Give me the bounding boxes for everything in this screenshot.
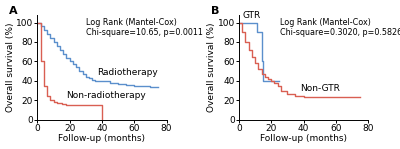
Text: Radiotherapy: Radiotherapy [97,68,158,77]
Text: GTR: GTR [242,11,260,20]
Y-axis label: Overall survival (%): Overall survival (%) [6,22,14,112]
Text: Non-radiotherapy: Non-radiotherapy [66,91,146,100]
Text: Log Rank (Mantel-Cox)
Chi-square=0.3020, p=0.5826: Log Rank (Mantel-Cox) Chi-square=0.3020,… [280,18,400,37]
Text: B: B [210,6,219,16]
Text: Non-GTR: Non-GTR [300,84,340,93]
Text: A: A [9,6,18,16]
X-axis label: Follow-up (months): Follow-up (months) [58,134,146,143]
Text: Log Rank (Mantel-Cox)
Chi-square=10.65, p=0.0011: Log Rank (Mantel-Cox) Chi-square=10.65, … [86,18,203,37]
Y-axis label: Overall survival (%): Overall survival (%) [207,22,216,112]
X-axis label: Follow-up (months): Follow-up (months) [260,134,347,143]
